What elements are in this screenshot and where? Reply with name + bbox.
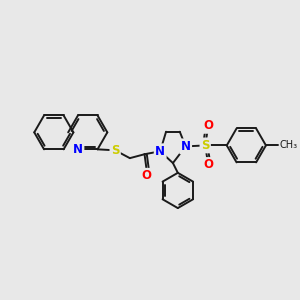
Text: N: N — [181, 140, 190, 153]
Text: S: S — [201, 139, 209, 152]
Text: N: N — [73, 143, 83, 156]
Text: O: O — [203, 119, 213, 132]
Text: S: S — [111, 144, 119, 157]
Text: CH₃: CH₃ — [280, 140, 298, 150]
Text: O: O — [142, 169, 152, 182]
Text: O: O — [203, 158, 213, 172]
Text: N: N — [155, 145, 165, 158]
